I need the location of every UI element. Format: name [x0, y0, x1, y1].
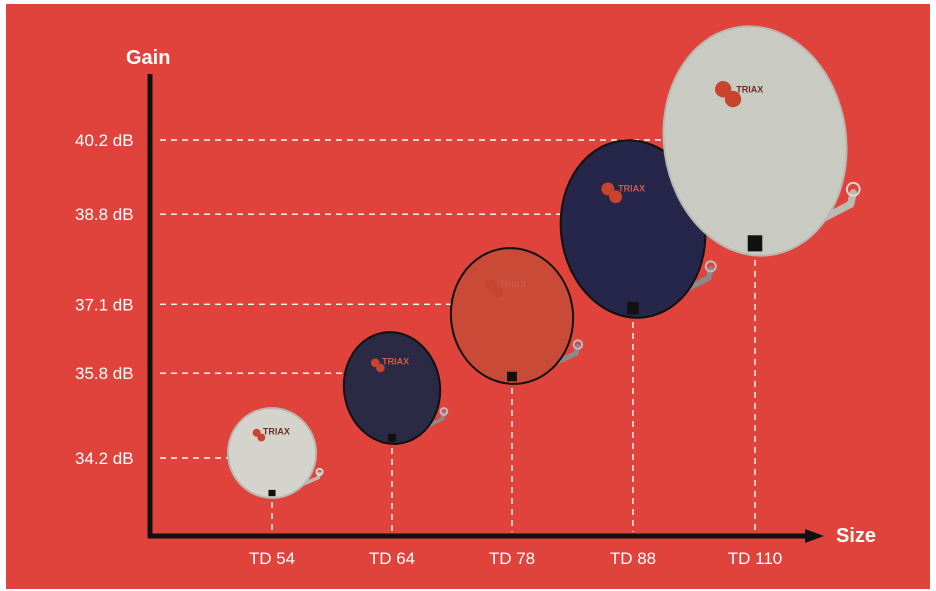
x-tick-labels: TD 54 TD 64 TD 78 TD 88 TD 110	[249, 549, 782, 568]
logo-dot	[257, 433, 266, 442]
guide-lines	[160, 139, 756, 532]
y-tick-label: 34.2 dB	[75, 449, 134, 468]
logo-dot	[724, 90, 742, 108]
logo-dot	[491, 286, 503, 298]
brand-mark: TRIAX	[736, 85, 763, 95]
x-tick-label: TD 54	[249, 549, 295, 568]
brand-mark: TRIAX	[618, 184, 645, 194]
dish-mount	[268, 489, 276, 497]
dish-mount	[627, 301, 639, 315]
brand-mark: TRIAX	[382, 357, 409, 367]
lnb-holder	[315, 467, 324, 476]
x-axis-arrow	[805, 529, 824, 543]
lnb-holder	[845, 181, 861, 197]
logo-dot	[376, 363, 385, 373]
dish-markers: TRIAX TRIAX TRIAX TRIAX TRIAX	[226, 25, 861, 499]
dish-body	[662, 25, 848, 257]
y-tick-label: 37.1 dB	[75, 295, 134, 314]
dish-mount	[747, 235, 763, 252]
dish-marker: TRIAX	[559, 139, 717, 319]
y-tick-label: 38.8 dB	[75, 205, 134, 224]
x-tick-label: TD 64	[369, 549, 415, 568]
y-tick-label: 40.2 dB	[75, 131, 134, 150]
x-tick-label: TD 78	[489, 549, 535, 568]
dish-marker: TRIAX	[226, 407, 324, 499]
y-axis-title: Gain	[126, 47, 170, 69]
lnb-holder	[704, 260, 717, 273]
brand-mark: TRIAX	[499, 280, 526, 290]
y-tick-label: 35.8 dB	[75, 364, 134, 383]
lnb-holder	[439, 407, 449, 416]
x-tick-label: TD 110	[728, 549, 783, 568]
dish-mount	[507, 371, 517, 382]
x-axis-title: Size	[836, 525, 876, 547]
dish-marker: TRIAX	[662, 25, 861, 257]
brand-mark: TRIAX	[263, 426, 290, 436]
dish-body	[342, 331, 442, 445]
dish-marker: TRIAX	[449, 247, 584, 385]
logo-dot	[609, 190, 623, 204]
lnb-holder	[572, 339, 584, 350]
dish-mount	[388, 433, 396, 442]
x-tick-label: TD 88	[610, 549, 656, 568]
y-tick-labels: 34.2 dB 35.8 dB 37.1 dB 38.8 dB 40.2 dB	[75, 131, 134, 468]
dish-body	[449, 247, 575, 385]
dish-body	[226, 407, 318, 499]
dish-marker: TRIAX	[342, 331, 449, 445]
